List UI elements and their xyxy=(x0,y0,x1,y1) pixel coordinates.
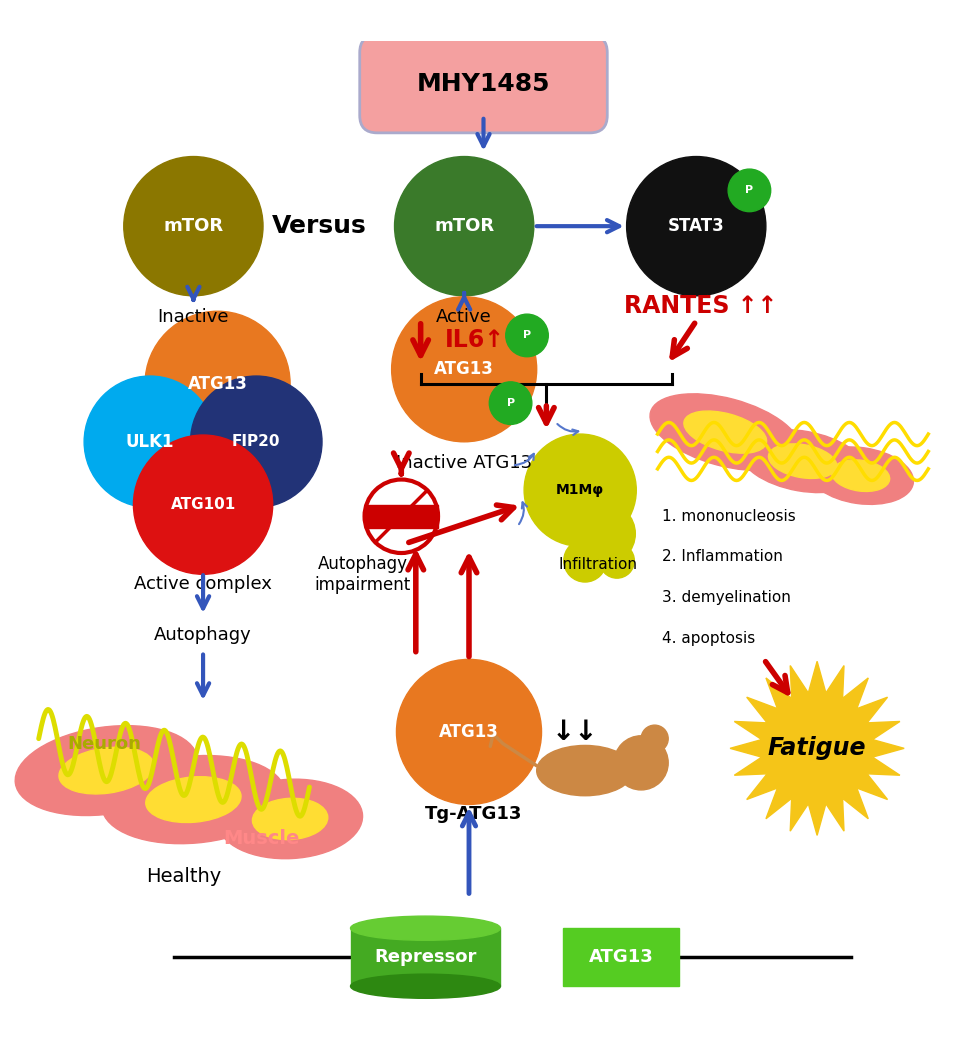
Text: ↓↓: ↓↓ xyxy=(551,718,598,746)
Text: mTOR: mTOR xyxy=(163,217,223,235)
Text: P: P xyxy=(507,398,514,408)
Ellipse shape xyxy=(102,756,285,844)
Text: Fatigue: Fatigue xyxy=(768,737,866,761)
Circle shape xyxy=(190,376,322,507)
Circle shape xyxy=(124,156,263,296)
Text: MHY1485: MHY1485 xyxy=(417,72,550,96)
Bar xyxy=(365,505,438,528)
Ellipse shape xyxy=(146,777,241,823)
Ellipse shape xyxy=(537,745,633,795)
Ellipse shape xyxy=(350,975,501,999)
Text: Active: Active xyxy=(436,308,492,326)
Text: ATG101: ATG101 xyxy=(170,497,236,512)
Text: ATG13: ATG13 xyxy=(434,361,494,378)
Text: mTOR: mTOR xyxy=(434,217,494,235)
Text: FIP20: FIP20 xyxy=(232,434,280,450)
Text: P: P xyxy=(746,185,753,195)
Circle shape xyxy=(365,480,438,553)
Ellipse shape xyxy=(684,411,767,453)
Text: ATG13: ATG13 xyxy=(439,723,499,741)
Text: Inactive: Inactive xyxy=(158,308,229,326)
Ellipse shape xyxy=(350,916,501,940)
Circle shape xyxy=(524,434,636,546)
Text: STAT3: STAT3 xyxy=(668,217,724,235)
Text: Autophagy
impairment: Autophagy impairment xyxy=(314,555,411,594)
Text: ULK1: ULK1 xyxy=(126,433,174,451)
Circle shape xyxy=(728,169,771,212)
Circle shape xyxy=(600,543,634,578)
Text: 1. mononucleosis: 1. mononucleosis xyxy=(662,508,796,524)
Ellipse shape xyxy=(218,779,363,858)
Text: Muscle: Muscle xyxy=(223,829,299,848)
Text: 2. Inflammation: 2. Inflammation xyxy=(662,549,783,565)
Ellipse shape xyxy=(769,444,836,479)
Ellipse shape xyxy=(807,446,914,504)
Text: Active complex: Active complex xyxy=(134,575,272,593)
Ellipse shape xyxy=(832,460,890,492)
Text: M1Mφ: M1Mφ xyxy=(556,483,604,497)
Text: 4. apoptosis: 4. apoptosis xyxy=(662,631,755,646)
Bar xyxy=(563,929,679,986)
Circle shape xyxy=(84,376,216,507)
Ellipse shape xyxy=(15,725,197,815)
Circle shape xyxy=(396,659,542,805)
Circle shape xyxy=(395,156,534,296)
Text: Infiltration: Infiltration xyxy=(558,558,637,572)
Text: Autophagy: Autophagy xyxy=(154,627,252,645)
Ellipse shape xyxy=(650,394,801,471)
Text: Neuron: Neuron xyxy=(68,736,141,754)
Ellipse shape xyxy=(741,430,864,493)
Circle shape xyxy=(506,314,548,356)
Circle shape xyxy=(489,381,532,424)
Text: RANTES ↑↑: RANTES ↑↑ xyxy=(624,294,777,319)
Circle shape xyxy=(564,540,606,582)
Circle shape xyxy=(614,736,668,790)
Circle shape xyxy=(145,311,290,456)
Text: 3. demyelination: 3. demyelination xyxy=(662,590,791,605)
Circle shape xyxy=(573,503,635,565)
Text: Repressor: Repressor xyxy=(374,948,477,966)
Polygon shape xyxy=(730,661,904,835)
Ellipse shape xyxy=(252,799,328,839)
Text: ATG13: ATG13 xyxy=(188,375,248,393)
Circle shape xyxy=(392,297,537,442)
Text: Healthy: Healthy xyxy=(146,868,221,887)
Ellipse shape xyxy=(59,747,154,794)
Bar xyxy=(350,929,501,986)
FancyBboxPatch shape xyxy=(360,36,607,133)
Text: P: P xyxy=(523,330,531,341)
Circle shape xyxy=(133,435,273,574)
Text: Tg-ATG13: Tg-ATG13 xyxy=(425,805,522,823)
Text: Versus: Versus xyxy=(272,214,366,238)
Circle shape xyxy=(641,725,668,752)
Circle shape xyxy=(627,156,766,296)
Text: IL6↑↑: IL6↑↑ xyxy=(445,328,524,352)
Text: ATG13: ATG13 xyxy=(589,948,653,966)
Text: Inactive ATG13: Inactive ATG13 xyxy=(396,454,532,472)
